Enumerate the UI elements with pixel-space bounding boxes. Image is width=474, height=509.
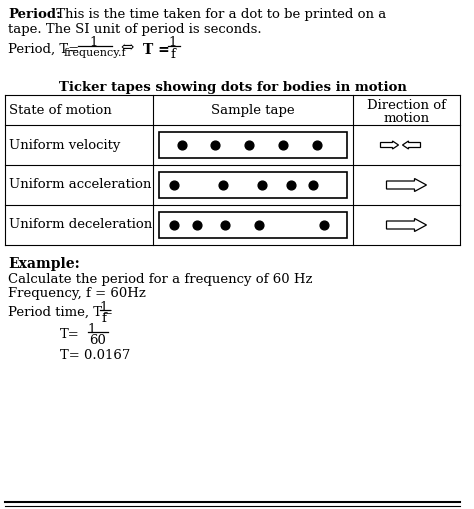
Point bbox=[170, 221, 178, 229]
Text: Period time, T=: Period time, T= bbox=[8, 306, 113, 319]
Point bbox=[313, 141, 321, 149]
FancyArrow shape bbox=[402, 141, 420, 149]
Text: 60: 60 bbox=[90, 334, 107, 347]
Point bbox=[287, 181, 294, 189]
Text: frequency.f: frequency.f bbox=[64, 48, 126, 58]
Text: Uniform acceleration: Uniform acceleration bbox=[9, 179, 151, 191]
Text: Sample tape: Sample tape bbox=[211, 103, 295, 117]
Text: T= 0.0167: T= 0.0167 bbox=[60, 349, 130, 362]
Text: Uniform velocity: Uniform velocity bbox=[9, 138, 120, 152]
Text: Period:: Period: bbox=[8, 8, 61, 21]
Point bbox=[320, 221, 328, 229]
Point bbox=[279, 141, 287, 149]
Point bbox=[193, 221, 201, 229]
Text: f: f bbox=[101, 312, 107, 325]
Text: 1: 1 bbox=[100, 301, 108, 314]
Point bbox=[221, 221, 228, 229]
Text: Frequency, f = 60Hz: Frequency, f = 60Hz bbox=[8, 287, 146, 300]
Text: T =: T = bbox=[143, 43, 170, 57]
Point bbox=[170, 181, 178, 189]
Point bbox=[211, 141, 219, 149]
Bar bbox=[159, 172, 347, 198]
FancyArrow shape bbox=[386, 218, 427, 232]
Text: State of motion: State of motion bbox=[9, 103, 112, 117]
FancyArrow shape bbox=[386, 179, 427, 191]
Text: ⇔: ⇔ bbox=[120, 39, 133, 56]
Text: 1: 1 bbox=[169, 36, 177, 49]
Point bbox=[259, 181, 266, 189]
Text: Ticker tapes showing dots for bodies in motion: Ticker tapes showing dots for bodies in … bbox=[59, 81, 406, 94]
Bar bbox=[159, 212, 347, 238]
Text: Calculate the period for a frequency of 60 Hz: Calculate the period for a frequency of … bbox=[8, 273, 312, 286]
Text: 1: 1 bbox=[90, 36, 98, 49]
Text: T=: T= bbox=[60, 328, 80, 341]
Text: Direction of: Direction of bbox=[367, 99, 446, 112]
Text: Uniform deceleration: Uniform deceleration bbox=[9, 218, 152, 232]
Text: tape. The SI unit of period is seconds.: tape. The SI unit of period is seconds. bbox=[8, 23, 262, 36]
Bar bbox=[159, 132, 347, 158]
Point bbox=[255, 221, 263, 229]
Point bbox=[219, 181, 227, 189]
Text: Example:: Example: bbox=[8, 257, 80, 271]
Point bbox=[246, 141, 253, 149]
Text: motion: motion bbox=[383, 112, 429, 125]
FancyArrow shape bbox=[381, 141, 399, 149]
Point bbox=[310, 181, 317, 189]
Text: 1: 1 bbox=[88, 323, 96, 336]
Text: f: f bbox=[171, 48, 175, 61]
Point bbox=[178, 141, 185, 149]
Text: This is the time taken for a dot to be printed on a: This is the time taken for a dot to be p… bbox=[52, 8, 386, 21]
Text: Period, T=: Period, T= bbox=[8, 43, 79, 56]
